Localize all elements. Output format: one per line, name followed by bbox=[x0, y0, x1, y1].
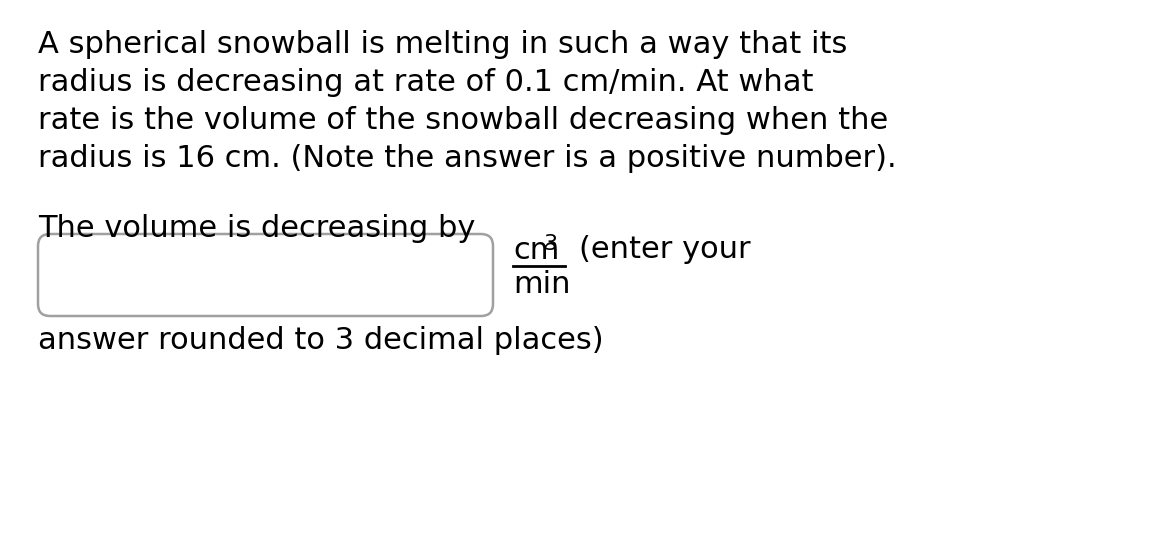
Text: (enter your: (enter your bbox=[579, 235, 750, 264]
Text: The volume is decreasing by: The volume is decreasing by bbox=[39, 214, 476, 243]
Text: radius is 16 cm. (Note the answer is a positive number).: radius is 16 cm. (Note the answer is a p… bbox=[39, 144, 897, 173]
Text: rate is the volume of the snowball decreasing when the: rate is the volume of the snowball decre… bbox=[39, 106, 888, 135]
FancyBboxPatch shape bbox=[39, 234, 493, 316]
Text: A spherical snowball is melting in such a way that its: A spherical snowball is melting in such … bbox=[39, 30, 848, 59]
Text: 3: 3 bbox=[542, 234, 558, 254]
Text: radius is decreasing at rate of 0.1 cm/min. At what: radius is decreasing at rate of 0.1 cm/m… bbox=[39, 68, 814, 97]
Text: answer rounded to 3 decimal places): answer rounded to 3 decimal places) bbox=[39, 326, 603, 355]
Text: cm: cm bbox=[513, 236, 560, 265]
Text: min: min bbox=[513, 270, 570, 299]
